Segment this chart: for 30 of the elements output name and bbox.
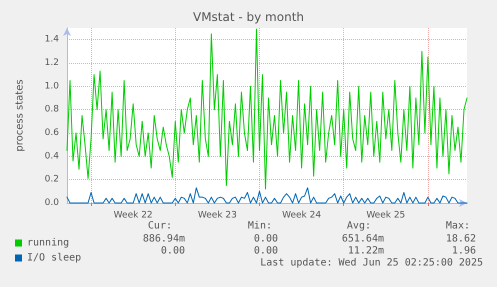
y-tick-label: 1.0 [44, 81, 60, 92]
y-tick-label: 0.8 [44, 104, 60, 115]
text: 0.00 [254, 246, 278, 256]
x-tick-label: Week 24 [282, 210, 322, 220]
line-series [66, 28, 468, 190]
text: 1.96 [452, 246, 476, 256]
y-tick-label: 0.0 [44, 198, 60, 208]
y-tick-label: 0.6 [44, 128, 60, 138]
chart-title: VMstat - by month [192, 10, 304, 24]
legend-label: running [27, 238, 70, 248]
text: 886.94m [142, 234, 185, 244]
text: Min: [248, 220, 272, 232]
y-tick-label: 1.4 [44, 34, 60, 45]
text: Avg: [346, 220, 371, 232]
text: Last update: Wed Jun 25 02:25:00 2025 [260, 258, 483, 268]
x-tick-label: Week 25 [366, 210, 406, 220]
text: 11.22m [348, 246, 384, 256]
text: 651.64m [342, 234, 384, 244]
y-tick-label: 0.4 [44, 151, 60, 162]
y-tick-label: 0.2 [44, 174, 59, 185]
text: 18.62 [446, 234, 476, 244]
text: 0.00 [160, 246, 185, 256]
y-tick-label: 1.2 [44, 58, 59, 68]
text: Cur: [148, 220, 172, 232]
text: 0.00 [254, 234, 278, 244]
x-tick-label: Week 22 [114, 210, 153, 220]
legend-label: I/O sleep [27, 252, 82, 264]
text: Max: [446, 220, 470, 232]
y-axis-title: process states [14, 79, 26, 152]
x-tick-label: Week 23 [198, 210, 237, 220]
